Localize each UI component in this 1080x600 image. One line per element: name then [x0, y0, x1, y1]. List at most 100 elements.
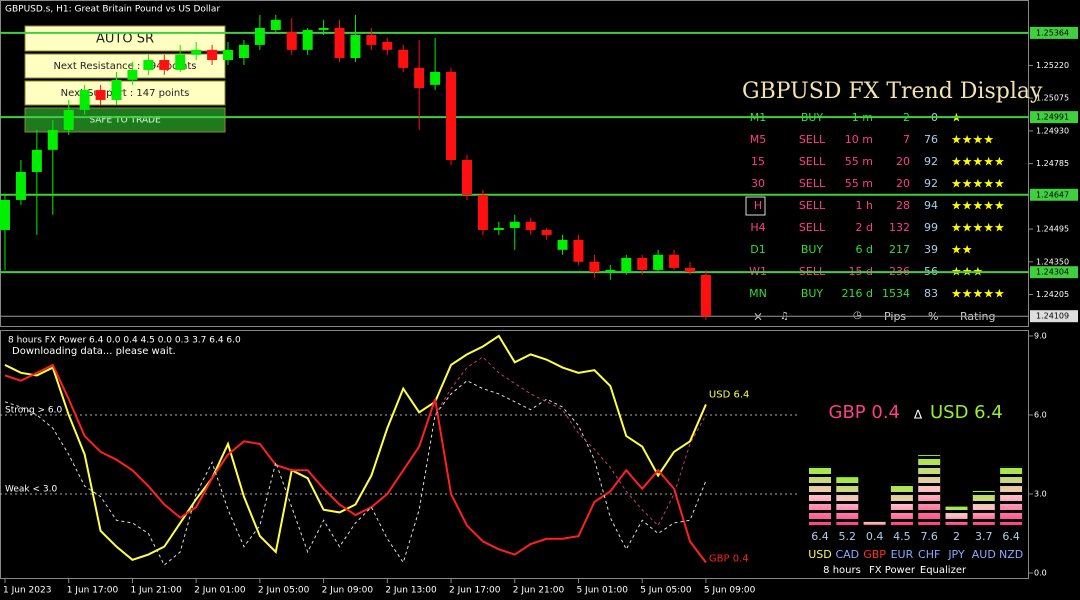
series-line	[4, 334, 707, 561]
candle-body	[525, 221, 536, 230]
status-box	[24, 107, 226, 133]
pips: 132	[889, 221, 910, 234]
power-header: 8 hours FX Power 6.4 0.0 0.4 4.5 0.0 0.3…	[8, 336, 241, 346]
next-resistance: Next Resistance : 194 points	[53, 61, 196, 72]
candle-body	[366, 34, 377, 45]
equalizer-stripes	[809, 466, 831, 525]
timeframe: D1	[750, 243, 765, 256]
trend-display-title: GBPUSD FX Trend Display	[742, 79, 1043, 104]
signal: SELL	[799, 155, 826, 168]
candle-body	[573, 239, 584, 262]
series-line	[4, 363, 707, 564]
series-line	[4, 380, 707, 566]
current-price-label: 1.24109	[1036, 312, 1069, 321]
currency-label: NZD	[999, 548, 1023, 561]
y-tick-label: 1.25220	[1036, 61, 1069, 70]
rating: ★★★★★	[951, 287, 1005, 301]
auto-sr-panel: AUTO SR Next Resistance : 194 points Nex…	[24, 25, 226, 133]
sr-label: 1.25364	[1036, 28, 1069, 37]
duration: 55 m	[845, 177, 873, 190]
candle-body	[207, 49, 218, 61]
y-tick-label: 1.24350	[1036, 257, 1069, 266]
strength-delta: ∆	[913, 408, 923, 422]
sr-label: 1.24991	[1036, 113, 1069, 122]
percent: 99	[924, 221, 938, 234]
strength-right: USD 6.4	[930, 402, 1003, 423]
x-tick-label: 5 Jun 05:00	[640, 586, 692, 596]
y-tick-label: 1.24930	[1036, 126, 1069, 135]
candle-body	[270, 19, 281, 30]
equalizer-footer: FX Power	[869, 565, 916, 576]
candle-body	[653, 254, 664, 270]
y-tick-label: 9.0	[1034, 331, 1047, 340]
x-tick-label: 2 Jun 09:00	[322, 586, 374, 596]
candle-body	[414, 67, 425, 88]
currency-label: CHF	[918, 548, 940, 561]
timeframe: 30	[751, 177, 765, 190]
strength-left: GBP 0.4	[829, 402, 901, 423]
auto-sr-title: AUTO SR	[96, 32, 154, 47]
x-tick-label: 2 Jun 01:00	[194, 586, 246, 596]
clock-icon: ◷	[853, 310, 862, 321]
duration: 2 d	[856, 221, 873, 234]
candle-body	[47, 129, 58, 150]
timeframe: 15	[751, 155, 765, 168]
timeframe: MN	[749, 287, 767, 300]
resistance-box	[24, 53, 226, 79]
candle-body	[684, 267, 695, 272]
candle-body	[159, 60, 170, 70]
candle-body	[605, 269, 616, 272]
percent: 76	[924, 133, 938, 146]
candle-body	[143, 60, 154, 70]
currency-label: AUD	[972, 548, 996, 561]
currency-label: EUR	[891, 548, 914, 561]
equalizer-value: 2	[953, 530, 960, 543]
pips: 7	[903, 133, 910, 146]
sr-label: 1.24647	[1036, 190, 1069, 199]
candle-body	[286, 32, 297, 50]
candle-body	[557, 239, 568, 250]
rating: ★★★★★	[951, 199, 1005, 213]
currency-label: CAD	[835, 548, 859, 561]
timeframe: M5	[750, 133, 767, 146]
equalizer-footer: 8 hours	[823, 565, 861, 576]
candle-body	[621, 257, 632, 272]
power-panel-frame	[0, 330, 1029, 579]
x-tick-label: 2 Jun 13:00	[385, 586, 437, 596]
percent: 94	[924, 199, 938, 212]
candle-body	[398, 49, 409, 68]
equalizer-value: 6.4	[1002, 530, 1020, 543]
equalizer-footer: Equalizer	[920, 565, 967, 576]
pips: 28	[896, 199, 910, 212]
x-tick-label: 5 Jun 09:00	[704, 586, 756, 596]
sr-label: 1.24304	[1036, 268, 1069, 277]
candle-body	[382, 41, 393, 50]
percent: 39	[924, 243, 938, 256]
series-end-label: GBP 0.4	[709, 553, 749, 564]
candle-body	[111, 79, 122, 100]
x-tick-label: 2 Jun 05:00	[258, 586, 310, 596]
selected-timeframe	[745, 196, 766, 216]
currency-label: JPY	[947, 548, 965, 561]
sr-label-box	[1030, 266, 1078, 279]
candle-body	[589, 261, 600, 272]
candle-body	[509, 221, 520, 228]
rating: ★★	[951, 243, 973, 257]
auto-sr-title-box	[24, 25, 226, 52]
trade-status: SAFE TO TRADE	[89, 116, 161, 126]
y-tick-label: 1.24495	[1036, 225, 1069, 234]
series-line	[434, 356, 707, 527]
candle-body	[63, 109, 74, 130]
sr-label-box	[1030, 188, 1078, 201]
current-price-box	[1030, 310, 1078, 323]
candle-body	[446, 71, 457, 161]
duration: 216 d	[842, 287, 873, 300]
candle-body	[31, 149, 42, 172]
x-tick-label: 1 Jun 17:00	[67, 586, 119, 596]
candle-body	[302, 29, 313, 50]
candle-body	[254, 27, 265, 45]
signal: SELL	[799, 199, 826, 212]
x-tick-label: 5 Jun 01:00	[576, 586, 628, 596]
